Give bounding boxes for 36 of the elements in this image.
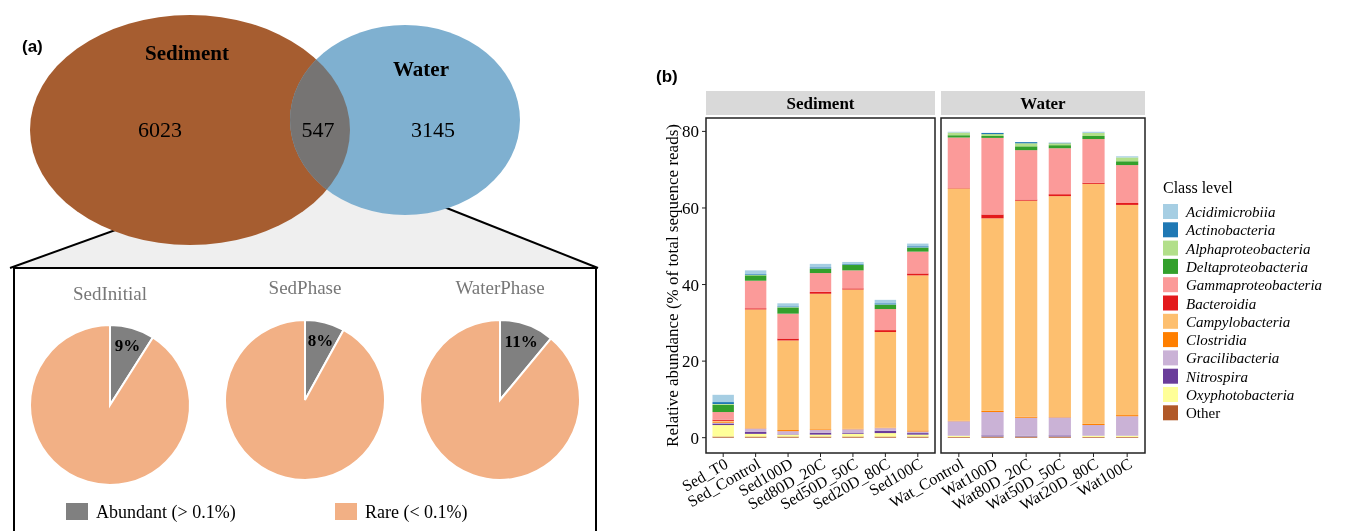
legend-label: Alphaproteobacteria (1185, 240, 1311, 257)
category-label: Sediment (145, 41, 230, 65)
chart-title: Sediment (786, 94, 855, 113)
legend-label: Nitrospira (1185, 368, 1248, 385)
legend-label: Gracilibacteria (1186, 350, 1280, 367)
legend-label: Clostridia (1186, 332, 1247, 349)
text: (b) (656, 67, 678, 86)
data-label: 6023 (138, 117, 182, 142)
chart-title: Water (1020, 94, 1067, 113)
data-label: 3145 (411, 117, 455, 142)
y-tick-label: 0 (690, 428, 699, 448)
y-tick-label: 40 (682, 275, 699, 295)
legend-label: Actinobacteria (1185, 222, 1276, 239)
chart-title: SedInitial (73, 283, 147, 304)
data-label: 8% (307, 330, 334, 350)
legend-label: Rare (< 0.1%) (365, 502, 468, 523)
legend-label: Oxyphotobacteria (1186, 387, 1295, 403)
text: 547 (301, 117, 335, 142)
legend-label: Acidimicrobiia (1185, 204, 1276, 220)
chart-title: SedPhase (268, 277, 342, 298)
y-tick-label: 80 (682, 122, 699, 142)
y-tick-label: 20 (682, 352, 699, 372)
y-axis-title: Relative abundance (% of total sequence reads) (663, 124, 682, 447)
legend-title: Class level (1163, 179, 1234, 196)
category-label: Water (393, 57, 449, 81)
legend-label: Deltaproteobacteria (1185, 258, 1308, 275)
legend-label: Other (1186, 405, 1221, 422)
legend-label: Bacteroidia (1186, 295, 1257, 312)
data-label: 11% (504, 332, 538, 352)
legend-label: Gammaproteobacteria (1186, 277, 1323, 294)
y-tick-label: 60 (682, 198, 699, 218)
legend-label: Abundant (> 0.1%) (96, 502, 236, 523)
data-label: 9% (114, 336, 141, 356)
legend-label: Campylobacteria (1186, 313, 1291, 330)
text: (a) (22, 37, 43, 56)
chart-title: WaterPhase (455, 277, 545, 298)
